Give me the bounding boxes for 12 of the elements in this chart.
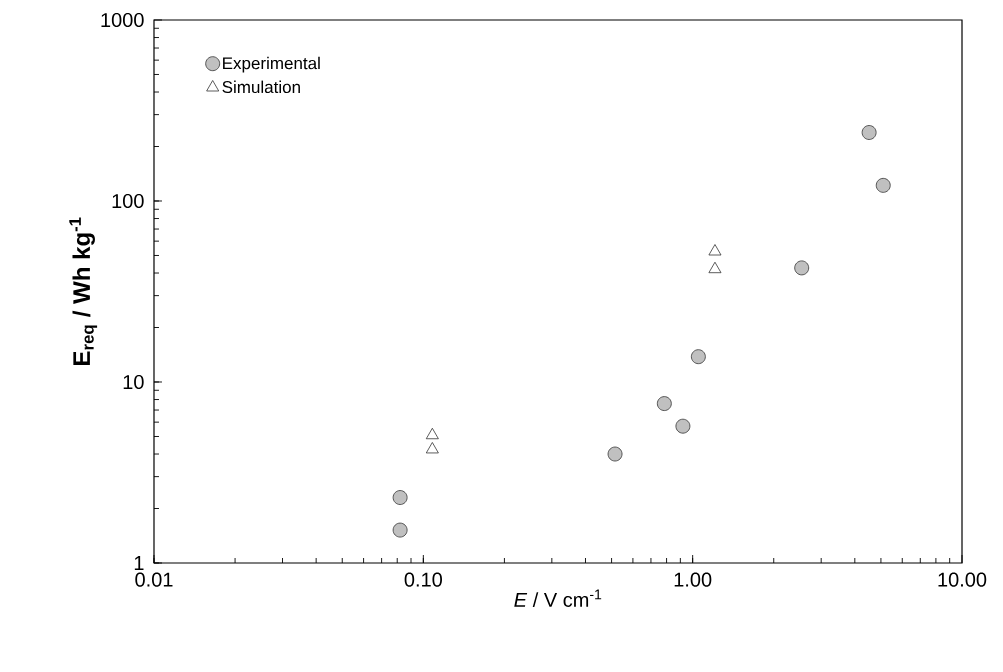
x-tick-label: 0.10 bbox=[404, 572, 442, 587]
y-tick-label: 100 bbox=[112, 193, 144, 209]
y-tick-label: 10 bbox=[123, 374, 144, 390]
legend-label: Simulation bbox=[222, 80, 300, 94]
y-tick-label: 1 bbox=[134, 556, 144, 570]
y-axis-title: E$_{req}$ / Wh kg$^{-1}$ bbox=[69, 217, 98, 365]
x-axis-title: E / V cm$^{-1}$ bbox=[514, 589, 602, 607]
x-tick-label: 0.01 bbox=[135, 572, 173, 587]
legend-label: Experimental bbox=[223, 56, 320, 73]
x-tick-label: 10.00 bbox=[938, 572, 987, 587]
y-tick-label: 1000 bbox=[101, 12, 144, 28]
x-tick-label: 1.00 bbox=[674, 572, 712, 587]
